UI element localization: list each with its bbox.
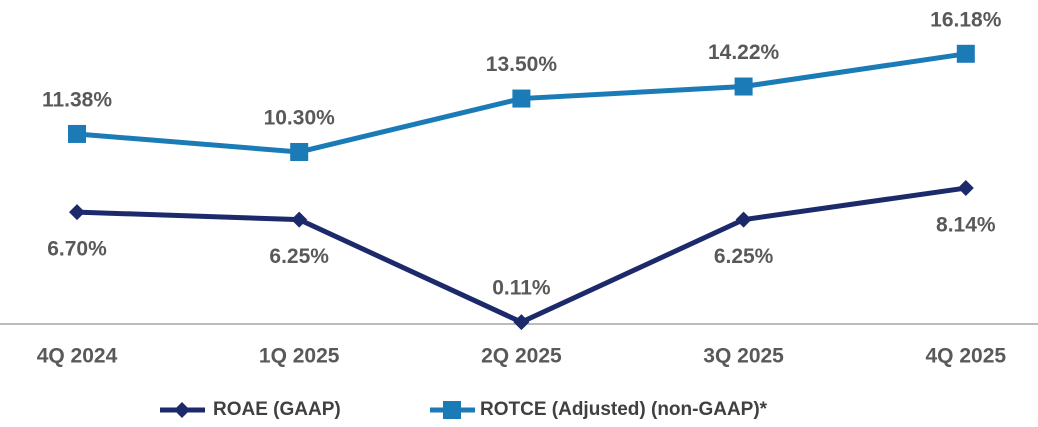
legend-label: ROTCE (Adjusted) (non-GAAP)* <box>480 399 768 420</box>
data-label: 0.11% <box>492 277 551 300</box>
data-label: 16.18% <box>930 8 1002 31</box>
legend-marker <box>443 401 461 419</box>
data-label: 6.25% <box>269 245 329 268</box>
x-tick-label: 1Q 2025 <box>259 345 340 368</box>
legend-marker <box>174 402 190 418</box>
x-tick-label: 4Q 2024 <box>37 345 118 368</box>
data-point <box>734 77 753 96</box>
data-label: 14.22% <box>708 41 780 64</box>
x-tick-label: 2Q 2025 <box>481 345 562 368</box>
x-tick-label: 4Q 2025 <box>926 345 1007 368</box>
data-point <box>68 124 86 143</box>
data-point <box>957 180 974 197</box>
line <box>76 185 967 325</box>
data-label: 6.25% <box>714 245 774 268</box>
data-label: 6.70% <box>47 238 107 261</box>
data-point <box>290 142 309 161</box>
data-label: 10.30% <box>264 107 336 130</box>
data-label: 11.38% <box>42 89 112 112</box>
data-point <box>735 211 752 228</box>
data-label: 13.50% <box>486 53 558 76</box>
data-point <box>69 204 85 221</box>
data-label: 8.14% <box>936 214 996 237</box>
x-tick-label: 3Q 2025 <box>703 345 784 368</box>
data-point <box>956 44 975 63</box>
legend-label: ROAE (GAAP) <box>213 399 341 420</box>
data-point <box>513 314 530 331</box>
data-point <box>291 211 308 228</box>
data-point <box>512 89 531 108</box>
